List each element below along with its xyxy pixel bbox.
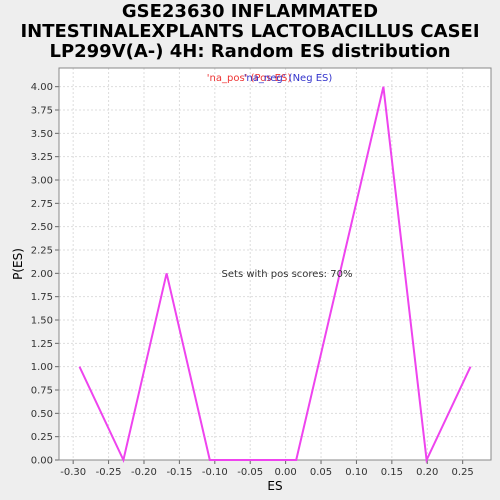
- x-tick-label: -0.20: [131, 467, 157, 478]
- y-tick-label: 2.50: [31, 222, 53, 233]
- x-tick-label: 0.00: [274, 467, 296, 478]
- series-line: [78, 86, 472, 464]
- x-tick-label: 0.10: [345, 467, 367, 478]
- x-tick-label: 0.20: [416, 467, 438, 478]
- chart-title: GSE23630 INFLAMMATED INTESTINALEXPLANTS …: [0, 2, 500, 62]
- y-tick-label: 0.75: [31, 386, 53, 397]
- y-tick-label: 0.25: [31, 432, 53, 443]
- y-tick-label: 2.00: [31, 269, 53, 280]
- chart-title-line-3: LP299V(A-) 4H: Random ES distribution: [49, 41, 451, 62]
- x-tick-label: -0.30: [60, 467, 86, 478]
- pos-scores-annotation: Sets with pos scores: 70%: [222, 269, 353, 280]
- y-tick-label: 3.50: [31, 129, 53, 140]
- series-group: [78, 86, 472, 464]
- x-tick-label: -0.05: [237, 467, 263, 478]
- y-tick-label: 2.75: [31, 199, 53, 210]
- y-tick-label: 3.25: [31, 152, 53, 163]
- x-axis-title: ES: [267, 479, 282, 493]
- y-tick-label: 1.75: [31, 292, 53, 303]
- plot-area: [59, 68, 491, 460]
- x-tick-label: 0.25: [452, 467, 474, 478]
- y-tick-label: 2.25: [31, 246, 53, 257]
- x-tick-label: -0.15: [166, 467, 192, 478]
- x-tick-label: -0.25: [96, 467, 122, 478]
- x-tick-label: -0.10: [202, 467, 228, 478]
- chart-title-line-1: GSE23630 INFLAMMATED: [121, 1, 379, 22]
- y-tick-label: 1.50: [31, 316, 53, 327]
- tick-labels: 0.00 0.25 0.50 0.75 1.00 1.25 1.50 1.75 2.00 2.25…: [31, 82, 474, 478]
- y-tick-label: 3.75: [31, 106, 53, 117]
- legend-pos-label: 'na_pos' (Pos ES): [207, 73, 292, 84]
- chart-title-line-2: INTESTINALEXPLANTS LACTOBACILLUS CASEI: [20, 21, 480, 42]
- y-tick-label: 0.50: [31, 409, 53, 420]
- x-tick-label: 0.05: [310, 467, 332, 478]
- y-tick-label: 0.00: [31, 456, 53, 467]
- legend-neg-label: 'na_neg' (Neg ES): [244, 73, 333, 84]
- x-tick-label: 0.15: [381, 467, 403, 478]
- y-tick-label: 1.25: [31, 339, 53, 350]
- y-tick-label: 1.00: [31, 362, 53, 373]
- y-axis-title: P(ES): [11, 248, 25, 280]
- y-tick-label: 3.00: [31, 176, 53, 187]
- y-tick-label: 4.00: [31, 82, 53, 93]
